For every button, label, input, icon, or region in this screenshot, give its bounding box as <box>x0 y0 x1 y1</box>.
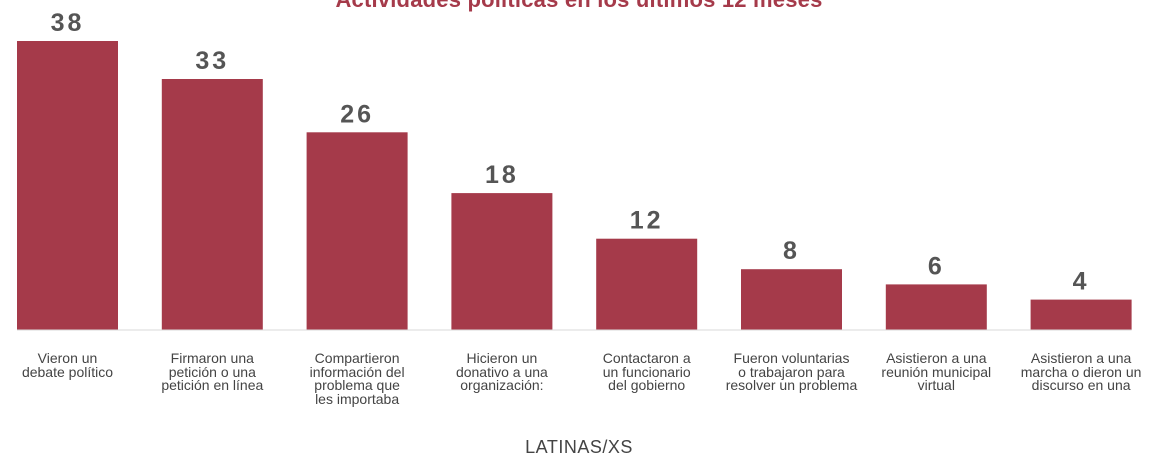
bar-3 <box>306 132 408 330</box>
bar-6 <box>741 269 842 330</box>
bar-7 <box>885 284 987 330</box>
category-label-5: Contactaron a un funcionario del gobierno <box>602 350 691 393</box>
bar-value-label-8: 4 <box>1073 268 1090 296</box>
category-label-1: Vieron un debate político <box>21 350 114 380</box>
x-axis-label: LATINAS/XS <box>525 437 633 457</box>
bar-value-label-4: 18 <box>485 161 519 189</box>
bar-1 <box>17 41 118 330</box>
bar-value-label-6: 8 <box>783 237 800 265</box>
bar-5 <box>596 238 698 330</box>
bar-value-label-5: 12 <box>630 207 664 235</box>
bar-8 <box>1030 299 1132 330</box>
bar-value-label-1: 38 <box>51 9 85 37</box>
category-label-4: Hicieron un donativo a una organización: <box>455 350 548 393</box>
bar-value-label-3: 26 <box>340 100 374 128</box>
category-label-6: Fueron voluntarias o trabajaron para resol… <box>725 350 858 393</box>
bar-value-label-2: 33 <box>195 47 229 75</box>
chart-title: Actividades políticas en los últimos 12 … <box>0 0 1158 13</box>
bar-2 <box>161 79 263 330</box>
bar-value-label-7: 6 <box>928 252 945 280</box>
category-label-8: Asistieron a una marcha o dieron un discur… <box>1020 350 1142 393</box>
category-label-7: Asistieron a una reunión municipal virtual <box>881 350 992 393</box>
category-label-3: Compartieron información del problema que l… <box>309 350 405 407</box>
category-label-2: Firmaron una petición o una petición en lí… <box>161 350 264 393</box>
bar-4 <box>451 193 553 330</box>
